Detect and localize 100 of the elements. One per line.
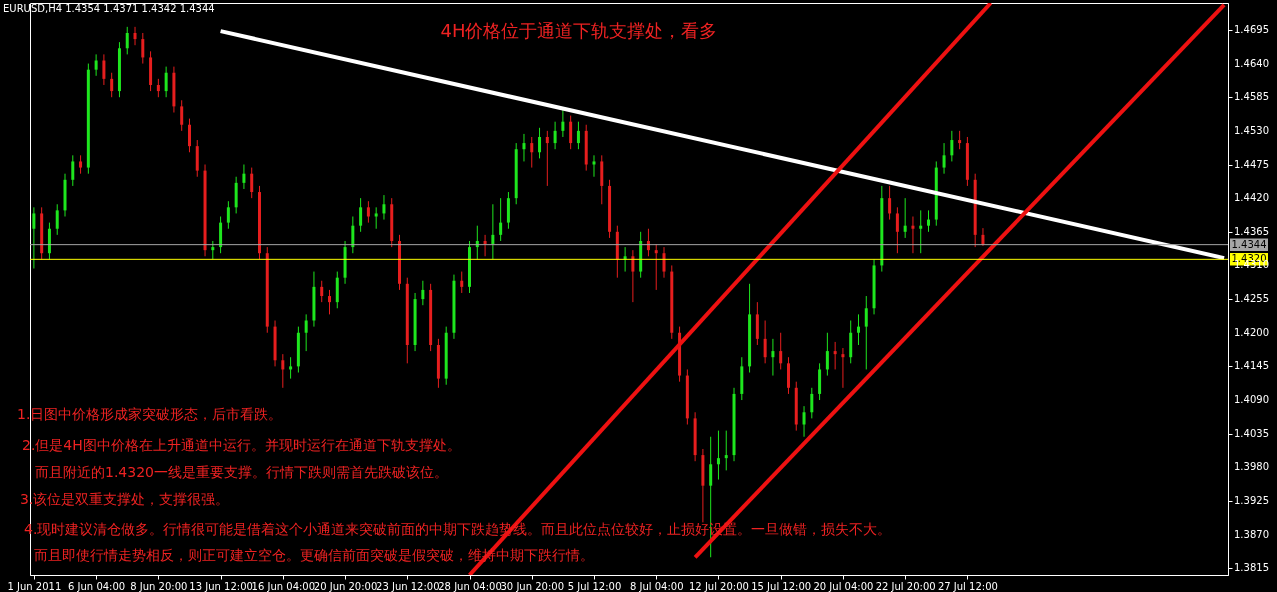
y-tick-label: 1.4530 xyxy=(1234,124,1269,136)
candlestick xyxy=(499,197,503,242)
candlestick xyxy=(32,206,36,270)
candlestick xyxy=(110,72,114,98)
candlestick xyxy=(927,209,930,233)
candlestick xyxy=(942,142,946,175)
candlestick xyxy=(187,118,191,153)
x-tick-label: 30 Jun 20:00 xyxy=(500,580,565,592)
candlestick xyxy=(662,246,666,279)
candlestick xyxy=(382,194,386,221)
y-tick-label: 1.4035 xyxy=(1234,427,1269,439)
candlestick xyxy=(141,32,145,65)
y-tick-label: 1.4200 xyxy=(1234,326,1269,338)
candlestick xyxy=(623,246,627,273)
candlestick xyxy=(545,130,549,187)
candlestick xyxy=(895,206,899,254)
x-tick-label: 16 Jun 04:00 xyxy=(251,580,316,592)
candlestick xyxy=(530,136,534,169)
y-tick-label: 1.3980 xyxy=(1234,461,1269,473)
candlestick xyxy=(328,289,331,315)
y-tick-label: 1.4090 xyxy=(1234,394,1269,406)
x-tick-label: 15 Jul 12:00 xyxy=(751,580,812,592)
candlestick xyxy=(802,405,806,438)
x-tick-label: 13 Jun 12:00 xyxy=(189,580,253,592)
y-tick-label: 1.3925 xyxy=(1234,494,1269,506)
y-tick-label: 1.4420 xyxy=(1234,192,1269,204)
y-tick-label: 1.4365 xyxy=(1234,225,1269,237)
candlestick xyxy=(538,127,542,159)
candlestick xyxy=(351,216,355,254)
x-tick-label: 5 Jul 12:00 xyxy=(567,580,622,592)
y-tick-label: 1.4255 xyxy=(1234,293,1269,305)
candlestick xyxy=(950,130,954,162)
candlestick xyxy=(919,209,923,254)
candlestick xyxy=(779,332,783,370)
candlestick xyxy=(304,313,308,352)
candlestick xyxy=(164,66,168,98)
candlestick xyxy=(281,353,285,389)
candlestick xyxy=(825,332,829,377)
candlestick xyxy=(631,249,635,303)
candlestick xyxy=(242,164,246,190)
y-tick-label: 1.4475 xyxy=(1234,158,1269,170)
candlestick xyxy=(374,206,378,230)
candlestick xyxy=(94,53,98,77)
candlestick xyxy=(133,26,137,46)
candlestick xyxy=(55,203,59,236)
candlestick xyxy=(833,341,837,370)
candlestick xyxy=(102,53,106,86)
y-tick-label: 1.3815 xyxy=(1234,562,1269,574)
candlestick xyxy=(289,356,293,380)
y-tick-label: 1.4640 xyxy=(1234,57,1269,69)
candlestick xyxy=(592,154,596,178)
candlestick xyxy=(226,200,230,230)
candlestick xyxy=(180,99,184,132)
y-tick-label: 1.3870 xyxy=(1234,528,1269,540)
candlestick xyxy=(958,130,962,150)
x-tick-label: 28 Jun 04:00 xyxy=(438,580,502,592)
candlestick xyxy=(156,78,160,98)
candlestick xyxy=(841,347,845,389)
candlestick xyxy=(125,26,129,55)
candlestick xyxy=(561,108,565,138)
candlestick xyxy=(359,197,363,233)
candlestick xyxy=(856,313,860,346)
candlestick xyxy=(460,271,464,294)
candlestick xyxy=(810,387,814,419)
candlestick xyxy=(864,295,868,370)
candlestick xyxy=(79,154,83,175)
candlestick xyxy=(491,203,495,260)
annotation: 1.日图中价格形成家突破形态，后市看跌。 xyxy=(17,406,283,422)
candlestick xyxy=(421,280,425,306)
x-tick-label: 1 Jun 2011 xyxy=(7,580,62,592)
candlestick xyxy=(716,430,720,481)
candlestick xyxy=(724,430,728,471)
candlestick xyxy=(569,115,573,150)
x-tick-label: 20 Jun 20:00 xyxy=(313,580,378,592)
x-tick-label: 20 Jul 04:00 xyxy=(813,580,874,592)
candlestick xyxy=(888,185,892,221)
x-tick-label: 8 Jun 20:00 xyxy=(130,580,188,592)
x-tick-label: 23 Jun 12:00 xyxy=(376,580,440,592)
candlestick xyxy=(211,240,215,260)
x-tick-label: 6 Jun 04:00 xyxy=(68,580,126,592)
x-tick-label: 27 Jul 12:00 xyxy=(937,580,998,592)
annotation: 而且附近的1.4320一线是重要支撑。行情下跌则需首先跌破该位。 xyxy=(35,464,448,480)
candlestick xyxy=(576,121,580,150)
candlestick xyxy=(903,197,907,239)
candlestick xyxy=(71,154,75,187)
text: 4H价格位于通道下轨支撑处，看多 xyxy=(440,20,718,41)
y-tick-label: 1.4695 xyxy=(1234,23,1269,35)
candlestick xyxy=(320,280,324,303)
candlestick xyxy=(522,133,526,162)
ref-line-label: 1.4344 xyxy=(1231,238,1267,250)
y-tick-label: 1.4145 xyxy=(1234,360,1269,372)
candlestick xyxy=(763,320,767,364)
x-tick-label: 22 Jul 20:00 xyxy=(875,580,936,592)
candlestick xyxy=(250,167,254,199)
x-tick-label: 8 Jul 04:00 xyxy=(629,580,684,592)
candlestick xyxy=(366,200,370,224)
candlestick xyxy=(553,121,557,150)
candlestick xyxy=(771,338,775,377)
candlestick xyxy=(654,243,658,291)
x-tick-label: 12 Jul 20:00 xyxy=(688,580,749,592)
